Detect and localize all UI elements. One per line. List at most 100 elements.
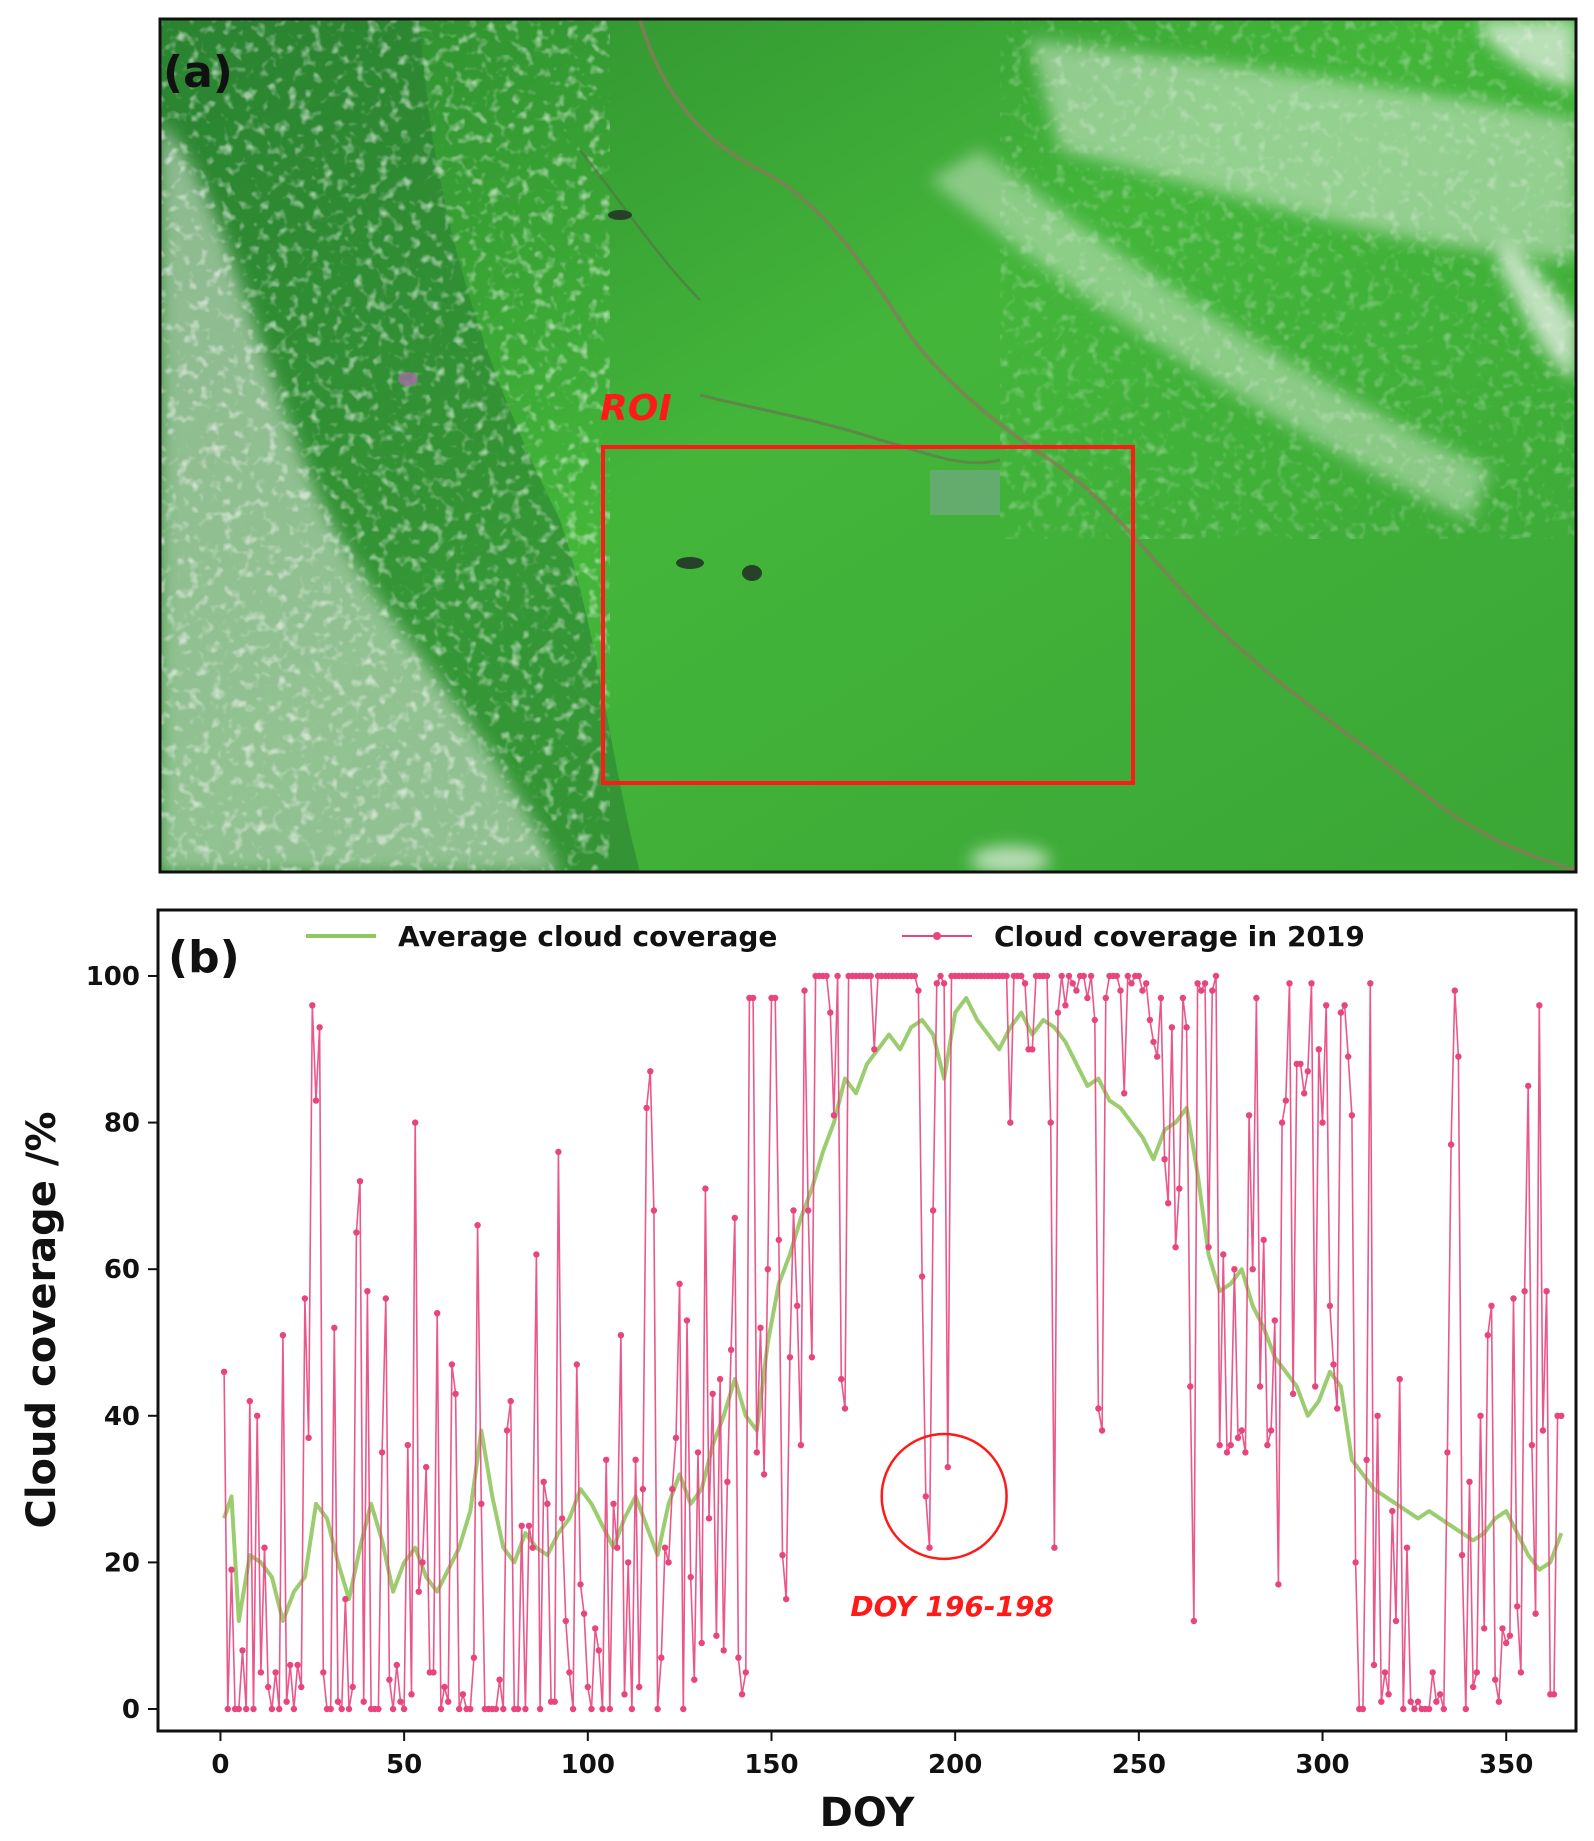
series-2019-point [566,1669,573,1676]
series-2019-point [1451,987,1459,994]
series-2019-point [1128,980,1135,987]
series-2019-point [467,1705,474,1713]
series-2019-point [720,1647,727,1654]
legend-2019-label: Cloud coverage in 2019 [994,920,1365,953]
series-2019-point [261,1544,268,1551]
series-2019-point [1521,1288,1528,1295]
series-2019-point [536,1705,544,1713]
series-2019-point [492,1705,500,1713]
series-2019-point [279,1332,287,1339]
series-2019-point [334,1698,342,1705]
series-2019-point [301,1295,309,1302]
series-2019-point [929,1207,937,1214]
series-2019-point [1051,1544,1058,1551]
series-2019-point [731,1214,738,1222]
x-tick-label: 200 [928,1750,982,1780]
series-2019-point [1525,1082,1532,1090]
series-2019-point [1117,987,1124,994]
series-2019-point [683,1317,691,1324]
series-2019-point [1102,994,1110,1002]
series-2019-point [797,1441,805,1449]
legend-2019-marker [933,932,941,940]
series-2019-point [911,972,918,980]
x-tick-label: 50 [386,1750,422,1780]
series-2019-point [305,1434,312,1442]
series-2019-point [1242,1449,1249,1456]
series-2019-point [592,1625,599,1632]
series-2019-point [1113,972,1121,980]
series-2019-point [478,1500,485,1508]
series-2019-point [786,1354,794,1361]
series-2019-point [257,1669,265,1676]
series-2019-point [650,1207,658,1214]
series-2019-point [569,1705,577,1713]
series-2019-point [742,1669,749,1676]
series-2019-point [643,1104,650,1112]
series-2019-point [1319,1119,1326,1126]
series-2019-point [603,1456,610,1464]
series-2019-point [1528,1441,1536,1449]
series-2019-point [312,1097,320,1104]
series-2019-point [694,1449,702,1456]
series-2019-point [577,1581,584,1588]
series-2019-point [1172,1244,1179,1251]
series-2019-point [1260,1236,1267,1244]
series-2019-point [738,1691,746,1698]
series-2019-point [1150,1038,1157,1046]
series-2019-point [239,1647,246,1654]
series-2019-point [691,1676,698,1683]
series-2019-point [459,1691,467,1698]
series-2019-point [1080,972,1087,980]
series-2019-point [871,1046,878,1053]
series-2019-point [1223,1449,1231,1456]
series-2019-point [727,1346,735,1354]
series-2019-point [342,1595,349,1603]
series-2019-point [1315,1046,1323,1053]
series-2019-point [933,980,940,987]
series-2019-point [1165,1200,1172,1207]
series-2019-point [551,1698,558,1705]
series-2019-point [1245,1112,1253,1119]
series-2019-point [1007,1119,1014,1126]
series-2019-point [709,1390,716,1398]
series-2019-point [1058,972,1065,980]
series-2019-point [628,1705,636,1713]
series-2019-point [580,1610,588,1617]
series-2019-point [1282,1097,1290,1104]
series-2019-point [1264,1441,1271,1449]
series-2019-point [944,1463,951,1471]
series-2019-point [1212,972,1220,980]
series-2019-point [1326,1302,1334,1310]
series-2019-point [1205,1244,1212,1251]
series-2019-point [235,1705,242,1713]
series-2019-point [606,1705,613,1713]
series-2019-point [445,1698,452,1705]
series-2019-point [276,1705,283,1713]
series-2019-point [562,1617,569,1625]
series-2019-point [1238,1427,1245,1434]
series-2019-point [1481,1625,1488,1632]
series-2019-point [680,1705,687,1713]
series-2019-point [397,1698,404,1705]
series-2019-point [1495,1698,1503,1705]
series-2019-point [1201,980,1209,987]
cloud-speckle-right [1000,19,1576,539]
series-2019-point [558,1515,566,1522]
series-2019-point [926,1544,933,1551]
series-2019-point [448,1361,456,1368]
series-2019-point [647,1068,654,1075]
series-2019-point [298,1683,305,1691]
series-2019-point [1492,1676,1499,1683]
y-tick-label: 20 [104,1548,140,1578]
series-2019-point [639,1485,647,1493]
series-2019-point [1440,1705,1448,1713]
series-2019-point [1352,1559,1359,1566]
series-2019-point [838,1375,845,1383]
satellite-image-frame [158,17,1578,874]
lake [676,557,704,569]
series-2019-point [1433,1698,1440,1705]
series-2019-point [349,1683,356,1691]
series-2019-point [400,1705,408,1713]
series-2019-point [220,1368,228,1376]
